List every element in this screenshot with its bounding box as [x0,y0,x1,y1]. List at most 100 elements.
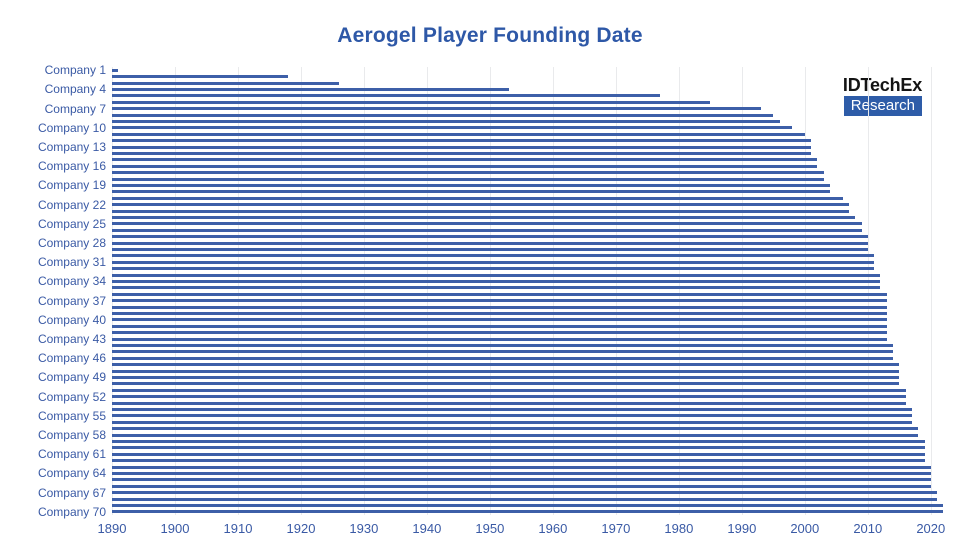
bar-company-25 [112,222,862,226]
y-axis-label: Company 10 [37,120,106,135]
bar-company-21 [112,196,843,200]
bar-company-20 [112,190,830,194]
gridline-1990 [741,67,743,515]
bar-company-29 [112,247,868,251]
y-axis-label: Company 52 [37,389,106,404]
y-axis-label: Company 7 [44,101,106,116]
y-axis-label: Company 40 [37,312,106,327]
x-axis-label: 1980 [664,521,694,536]
bar-company-70 [112,510,944,514]
bar-company-3 [112,81,339,85]
gridline-2000 [804,67,806,515]
gridline-1920 [301,67,302,515]
bar-company-69 [112,503,944,507]
bar-company-58 [112,433,919,437]
bar-company-47 [112,363,900,367]
bar-company-61 [112,452,925,456]
bar-company-68 [112,497,938,501]
x-axis-label: 1920 [286,521,316,536]
bar-company-63 [112,465,931,469]
x-axis-label: 1950 [475,521,505,536]
bar-company-38 [112,305,887,309]
bar-company-45 [112,350,893,354]
y-axis-label: Company 13 [37,140,106,154]
bar-company-62 [112,459,925,463]
x-axis-label: 1960 [538,521,568,536]
bar-company-66 [112,484,931,488]
x-axis-label: 1900 [160,521,190,536]
bar-company-17 [112,171,824,175]
x-axis-label: 1930 [349,521,379,536]
y-axis-label: Company 22 [37,197,106,212]
bar-company-15 [112,158,818,162]
y-axis-label: Company 1 [44,63,106,78]
logo-research-badge: Research [843,96,922,116]
bar-company-1 [112,68,119,72]
bar-company-49 [112,375,900,379]
chart-title: Aerogel Player Founding Date [337,24,643,47]
gridline-1930 [363,67,365,515]
bar-company-14 [112,151,812,155]
gridline-1960 [552,67,554,515]
y-axis-label: Company 4 [44,82,106,97]
bar-company-31 [112,260,875,264]
y-axis-label: Company 34 [37,274,106,289]
bar-company-16 [112,164,818,168]
bar-company-46 [112,356,893,360]
x-axis-label: 2010 [853,521,883,536]
gridline-1910 [238,67,239,515]
y-axis-label: Company 37 [37,293,106,308]
gridline-1980 [678,67,680,515]
bar-company-5 [112,94,660,98]
y-axis-label: Company 58 [37,428,106,442]
bar-company-67 [112,491,938,495]
y-axis-label: Company 31 [37,255,106,270]
bar-company-10 [112,126,793,130]
bar-company-44 [112,343,893,347]
bar-company-51 [112,388,906,392]
x-axis-label: 2000 [790,521,820,536]
gridline-1900 [175,67,176,515]
bar-company-57 [112,427,919,431]
bar-company-64 [112,471,931,475]
bar-company-23 [112,209,849,213]
bar-company-39 [112,311,887,315]
bar-company-28 [112,241,868,245]
y-axis-label: Company 49 [37,370,106,385]
gridline-2010 [867,67,869,515]
y-axis-label: Company 64 [37,466,106,481]
plot-area [112,67,956,515]
bar-company-59 [112,439,925,443]
bar-company-55 [112,414,912,418]
y-axis-label: Company 43 [37,332,106,346]
bar-company-35 [112,286,881,290]
y-axis-label: Company 25 [37,216,106,231]
bar-company-30 [112,254,875,258]
bar-company-18 [112,177,824,181]
logo-brand-text: IDTechEx [842,75,922,95]
gridline-1950 [489,67,491,515]
bar-company-12 [112,139,812,143]
x-axis-label: 1890 [97,521,127,536]
bar-company-41 [112,324,887,328]
bar-company-43 [112,337,887,341]
bar-company-4 [112,87,509,91]
y-axis-label: Company 55 [37,408,106,423]
bar-company-9 [112,119,780,123]
bar-company-53 [112,401,906,405]
x-axis-label: 2020 [916,521,946,536]
x-axis-label: 1940 [412,521,442,536]
y-axis-label: Company 28 [37,236,106,250]
bar-company-37 [112,299,887,303]
y-axis-label: Company 19 [37,178,106,193]
bar-company-34 [112,279,881,283]
x-axis-label: 1970 [601,521,631,536]
x-axis: 1890 1900 1910 1920 1930 1940 1950 1960 1970 1980… [0,521,980,541]
y-axis: Company 1 Company 4 Company 7 Company 10 Com… [0,63,106,519]
bar-company-52 [112,395,906,399]
bar-company-54 [112,407,912,411]
bar-company-65 [112,478,931,482]
bar-company-36 [112,292,887,296]
gridline-1890 [112,67,113,515]
